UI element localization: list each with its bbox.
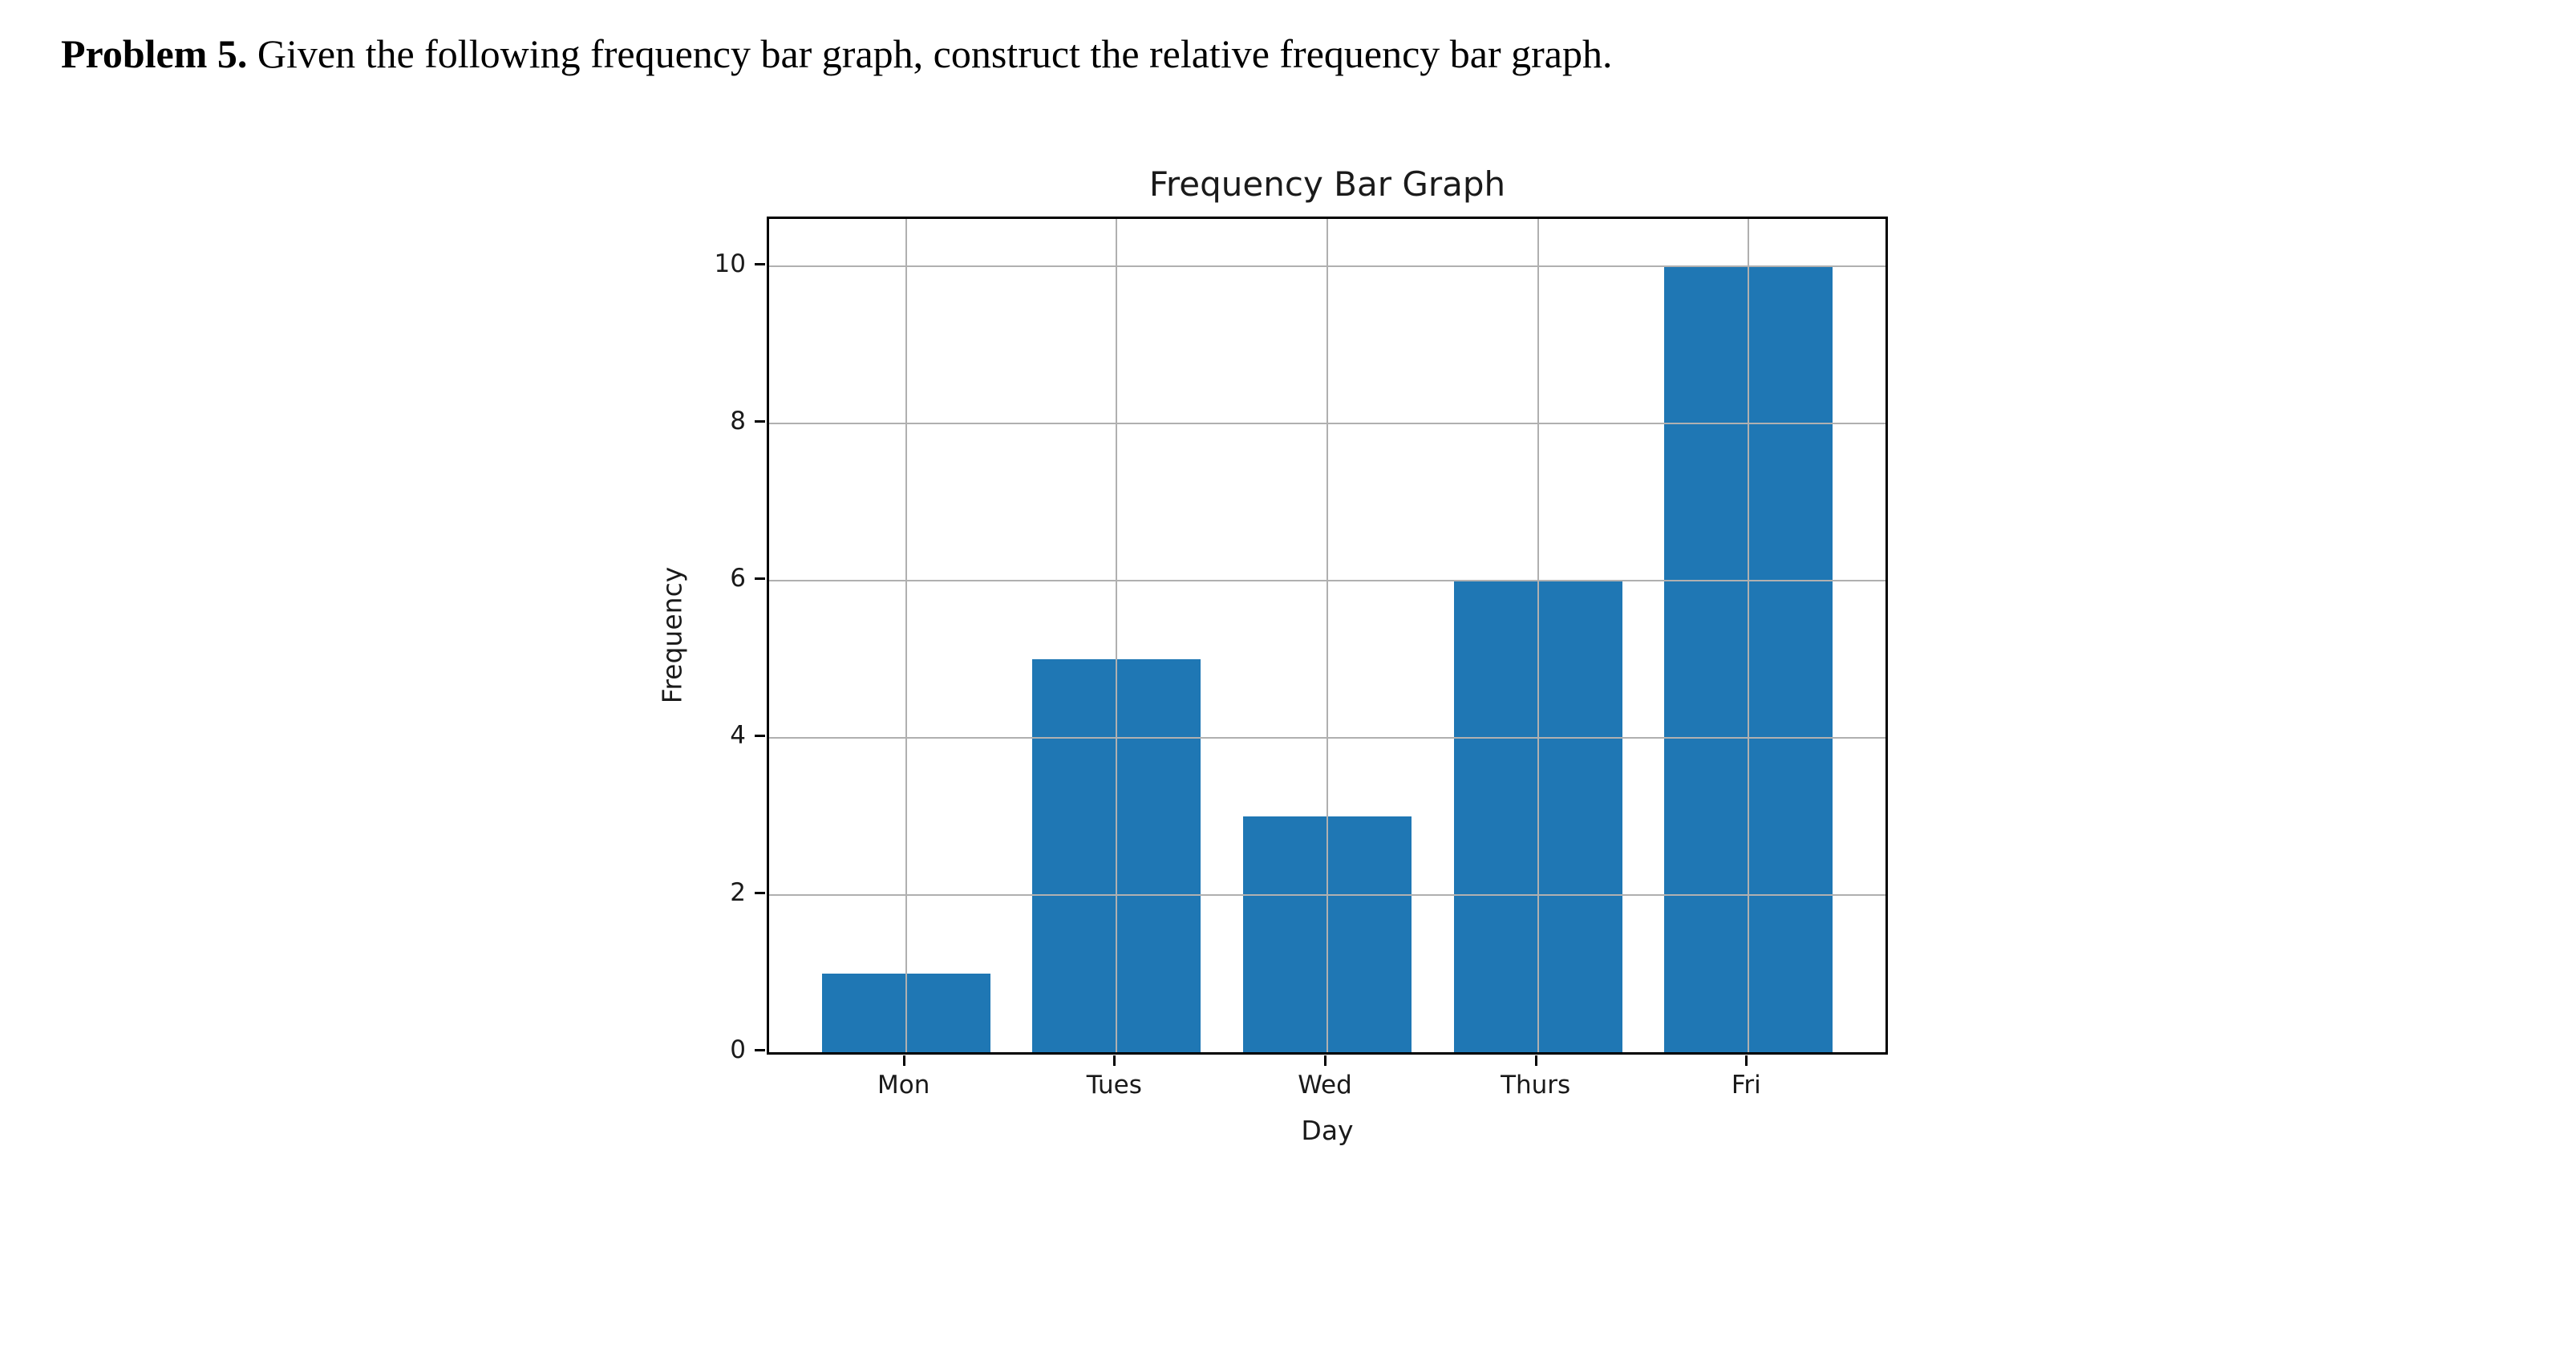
x-tick-label: Thurs	[1501, 1071, 1571, 1100]
problem-text: Given the following frequency bar graph,…	[247, 31, 1613, 76]
x-tick-mark	[1324, 1055, 1326, 1066]
y-tick-label: 6	[730, 563, 746, 593]
x-tick-mark	[1745, 1055, 1748, 1066]
x-tick-label: Mon	[877, 1071, 930, 1100]
y-tick-label: 8	[730, 406, 746, 435]
y-tick-mark	[755, 577, 765, 580]
y-tick-label: 2	[730, 877, 746, 907]
y-tick-mark	[755, 262, 765, 265]
v-gridline	[1116, 219, 1118, 1052]
y-tick-label: 0	[730, 1035, 746, 1064]
y-tick-mark	[755, 734, 765, 737]
problem-number: Problem 5.	[61, 31, 248, 76]
x-tick-label: Fri	[1731, 1071, 1761, 1100]
chart-title: Frequency Bar Graph	[1148, 164, 1506, 204]
y-tick-mark	[755, 419, 765, 423]
y-tick-label: 10	[714, 249, 746, 278]
x-tick-mark	[1113, 1055, 1116, 1066]
x-tick-label: Tues	[1086, 1071, 1142, 1100]
v-gridline	[1537, 219, 1539, 1052]
v-gridline	[1748, 219, 1750, 1052]
problem-statement: Problem 5. Given the following frequency…	[61, 30, 1612, 77]
v-gridline	[1326, 219, 1328, 1052]
y-tick-label: 4	[730, 720, 746, 750]
x-tick-mark	[1534, 1055, 1537, 1066]
x-tick-label: Wed	[1298, 1071, 1352, 1100]
plot-area	[767, 217, 1888, 1055]
y-tick-mark	[755, 1049, 765, 1051]
x-tick-mark	[902, 1055, 905, 1066]
y-tick-mark	[755, 891, 765, 894]
v-gridline	[905, 219, 907, 1052]
x-axis-label: Day	[1301, 1115, 1354, 1146]
